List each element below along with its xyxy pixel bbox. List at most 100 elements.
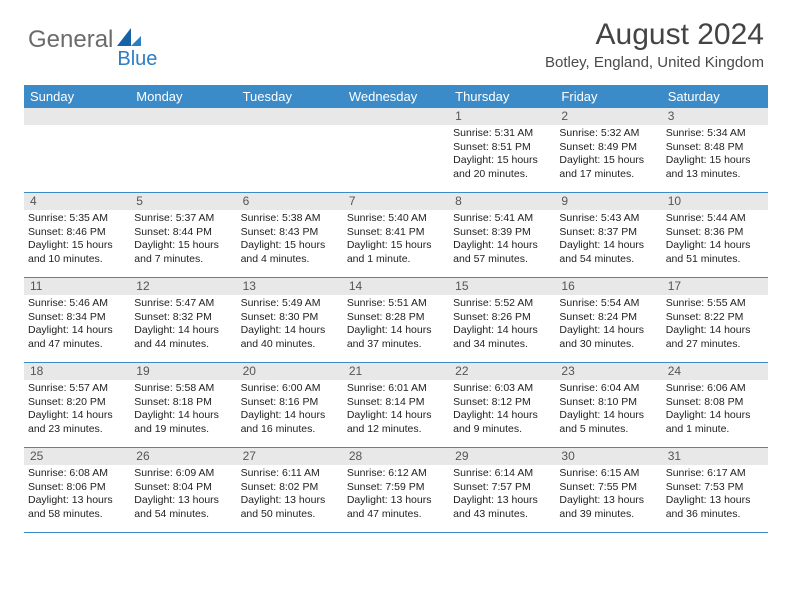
logo-triangle-icon bbox=[117, 28, 141, 46]
calendar-cell: 2Sunrise: 5:32 AMSunset: 8:49 PMDaylight… bbox=[555, 108, 661, 192]
daylight-line: Daylight: 14 hours and 9 minutes. bbox=[453, 409, 551, 436]
sunset-line: Sunset: 8:37 PM bbox=[559, 226, 657, 239]
sunset-line: Sunset: 8:10 PM bbox=[559, 396, 657, 409]
calendar-cell: 30Sunrise: 6:15 AMSunset: 7:55 PMDayligh… bbox=[555, 448, 661, 532]
sunset-line: Sunset: 8:32 PM bbox=[134, 311, 232, 324]
day-header: Tuesday bbox=[237, 85, 343, 108]
day-number: 26 bbox=[130, 448, 236, 465]
sunrise-line: Sunrise: 6:01 AM bbox=[347, 382, 445, 395]
daylight-line: Daylight: 13 hours and 43 minutes. bbox=[453, 494, 551, 521]
day-number: 5 bbox=[130, 193, 236, 210]
day-number: 11 bbox=[24, 278, 130, 295]
day-number: 8 bbox=[449, 193, 555, 210]
week-row: 4Sunrise: 5:35 AMSunset: 8:46 PMDaylight… bbox=[24, 193, 768, 278]
day-number: 10 bbox=[662, 193, 768, 210]
sunrise-line: Sunrise: 6:14 AM bbox=[453, 467, 551, 480]
sunset-line: Sunset: 8:24 PM bbox=[559, 311, 657, 324]
calendar-cell: 11Sunrise: 5:46 AMSunset: 8:34 PMDayligh… bbox=[24, 278, 130, 362]
sunrise-line: Sunrise: 6:04 AM bbox=[559, 382, 657, 395]
sunset-line: Sunset: 8:43 PM bbox=[241, 226, 339, 239]
calendar-cell: 5 Sunrise: 5:37 AMSunset: 8:44 PMDaylight… bbox=[130, 193, 236, 277]
sunrise-line: Sunrise: 5:52 AM bbox=[453, 297, 551, 310]
sunset-line: Sunset: 8:49 PM bbox=[559, 141, 657, 154]
week-row: 1Sunrise: 5:31 AMSunset: 8:51 PMDaylight… bbox=[24, 108, 768, 193]
calendar-cell: 23Sunrise: 6:04 AMSunset: 8:10 PMDayligh… bbox=[555, 363, 661, 447]
sunset-line: Sunset: 8:04 PM bbox=[134, 481, 232, 494]
sunrise-line: Sunrise: 5:40 AM bbox=[347, 212, 445, 225]
day-header: Wednesday bbox=[343, 85, 449, 108]
sunrise-line: Sunrise: 5:47 AM bbox=[134, 297, 232, 310]
day-number: 2 bbox=[555, 108, 661, 125]
daylight-line: Daylight: 14 hours and 12 minutes. bbox=[347, 409, 445, 436]
daylight-line: Daylight: 15 hours and 20 minutes. bbox=[453, 154, 551, 181]
calendar-cell: 10Sunrise: 5:44 AMSunset: 8:36 PMDayligh… bbox=[662, 193, 768, 277]
sunset-line: Sunset: 8:44 PM bbox=[134, 226, 232, 239]
calendar-cell: 9Sunrise: 5:43 AMSunset: 8:37 PMDaylight… bbox=[555, 193, 661, 277]
sunrise-line: Sunrise: 5:51 AM bbox=[347, 297, 445, 310]
daylight-line: Daylight: 14 hours and 51 minutes. bbox=[666, 239, 764, 266]
weeks-container: 1Sunrise: 5:31 AMSunset: 8:51 PMDaylight… bbox=[24, 108, 768, 533]
sunset-line: Sunset: 8:06 PM bbox=[28, 481, 126, 494]
sunrise-line: Sunrise: 6:08 AM bbox=[28, 467, 126, 480]
day-number: 25 bbox=[24, 448, 130, 465]
daylight-line: Daylight: 14 hours and 19 minutes. bbox=[134, 409, 232, 436]
calendar-cell: 8Sunrise: 5:41 AMSunset: 8:39 PMDaylight… bbox=[449, 193, 555, 277]
sunrise-line: Sunrise: 6:12 AM bbox=[347, 467, 445, 480]
week-row: 25Sunrise: 6:08 AMSunset: 8:06 PMDayligh… bbox=[24, 448, 768, 533]
calendar-cell: 6Sunrise: 5:38 AMSunset: 8:43 PMDaylight… bbox=[237, 193, 343, 277]
sunset-line: Sunset: 8:34 PM bbox=[28, 311, 126, 324]
day-number: 12 bbox=[130, 278, 236, 295]
calendar-cell: 26Sunrise: 6:09 AMSunset: 8:04 PMDayligh… bbox=[130, 448, 236, 532]
calendar-cell: 22Sunrise: 6:03 AMSunset: 8:12 PMDayligh… bbox=[449, 363, 555, 447]
daylight-line: Daylight: 14 hours and 30 minutes. bbox=[559, 324, 657, 351]
week-row: 11Sunrise: 5:46 AMSunset: 8:34 PMDayligh… bbox=[24, 278, 768, 363]
sunset-line: Sunset: 8:30 PM bbox=[241, 311, 339, 324]
day-number: 9 bbox=[555, 193, 661, 210]
daylight-line: Daylight: 14 hours and 47 minutes. bbox=[28, 324, 126, 351]
calendar-cell: 13Sunrise: 5:49 AMSunset: 8:30 PMDayligh… bbox=[237, 278, 343, 362]
day-header: Monday bbox=[130, 85, 236, 108]
month-title: August 2024 bbox=[545, 18, 764, 52]
sunrise-line: Sunrise: 6:06 AM bbox=[666, 382, 764, 395]
sunset-line: Sunset: 7:55 PM bbox=[559, 481, 657, 494]
day-number bbox=[343, 108, 449, 125]
calendar-cell: 31Sunrise: 6:17 AMSunset: 7:53 PMDayligh… bbox=[662, 448, 768, 532]
sunrise-line: Sunrise: 5:41 AM bbox=[453, 212, 551, 225]
daylight-line: Daylight: 13 hours and 58 minutes. bbox=[28, 494, 126, 521]
day-number: 20 bbox=[237, 363, 343, 380]
day-number: 17 bbox=[662, 278, 768, 295]
daylight-line: Daylight: 15 hours and 7 minutes. bbox=[134, 239, 232, 266]
day-number: 4 bbox=[24, 193, 130, 210]
day-number: 7 bbox=[343, 193, 449, 210]
sunrise-line: Sunrise: 6:03 AM bbox=[453, 382, 551, 395]
sunset-line: Sunset: 7:53 PM bbox=[666, 481, 764, 494]
daylight-line: Daylight: 13 hours and 47 minutes. bbox=[347, 494, 445, 521]
calendar-cell: 14Sunrise: 5:51 AMSunset: 8:28 PMDayligh… bbox=[343, 278, 449, 362]
day-number: 16 bbox=[555, 278, 661, 295]
sunrise-line: Sunrise: 5:54 AM bbox=[559, 297, 657, 310]
calendar-cell: 27Sunrise: 6:11 AMSunset: 8:02 PMDayligh… bbox=[237, 448, 343, 532]
daylight-line: Daylight: 13 hours and 39 minutes. bbox=[559, 494, 657, 521]
calendar-cell: 21Sunrise: 6:01 AMSunset: 8:14 PMDayligh… bbox=[343, 363, 449, 447]
daylight-line: Daylight: 14 hours and 40 minutes. bbox=[241, 324, 339, 351]
sunrise-line: Sunrise: 5:58 AM bbox=[134, 382, 232, 395]
daylight-line: Daylight: 14 hours and 27 minutes. bbox=[666, 324, 764, 351]
sunset-line: Sunset: 8:28 PM bbox=[347, 311, 445, 324]
logo: General Blue bbox=[28, 18, 157, 61]
sunset-line: Sunset: 8:48 PM bbox=[666, 141, 764, 154]
daylight-line: Daylight: 14 hours and 57 minutes. bbox=[453, 239, 551, 266]
day-number: 29 bbox=[449, 448, 555, 465]
sunrise-line: Sunrise: 5:31 AM bbox=[453, 127, 551, 140]
sunrise-line: Sunrise: 5:37 AM bbox=[134, 212, 232, 225]
daylight-line: Daylight: 13 hours and 54 minutes. bbox=[134, 494, 232, 521]
calendar-cell: 1Sunrise: 5:31 AMSunset: 8:51 PMDaylight… bbox=[449, 108, 555, 192]
daylight-line: Daylight: 14 hours and 54 minutes. bbox=[559, 239, 657, 266]
sunset-line: Sunset: 8:36 PM bbox=[666, 226, 764, 239]
day-header: Saturday bbox=[662, 85, 768, 108]
sunrise-line: Sunrise: 5:49 AM bbox=[241, 297, 339, 310]
calendar-cell: 16 Sunrise: 5:54 AMSunset: 8:24 PMDayligh… bbox=[555, 278, 661, 362]
sunrise-line: Sunrise: 5:57 AM bbox=[28, 382, 126, 395]
day-number bbox=[237, 108, 343, 125]
title-block: August 2024 Botley, England, United King… bbox=[545, 18, 764, 71]
daylight-line: Daylight: 15 hours and 17 minutes. bbox=[559, 154, 657, 181]
